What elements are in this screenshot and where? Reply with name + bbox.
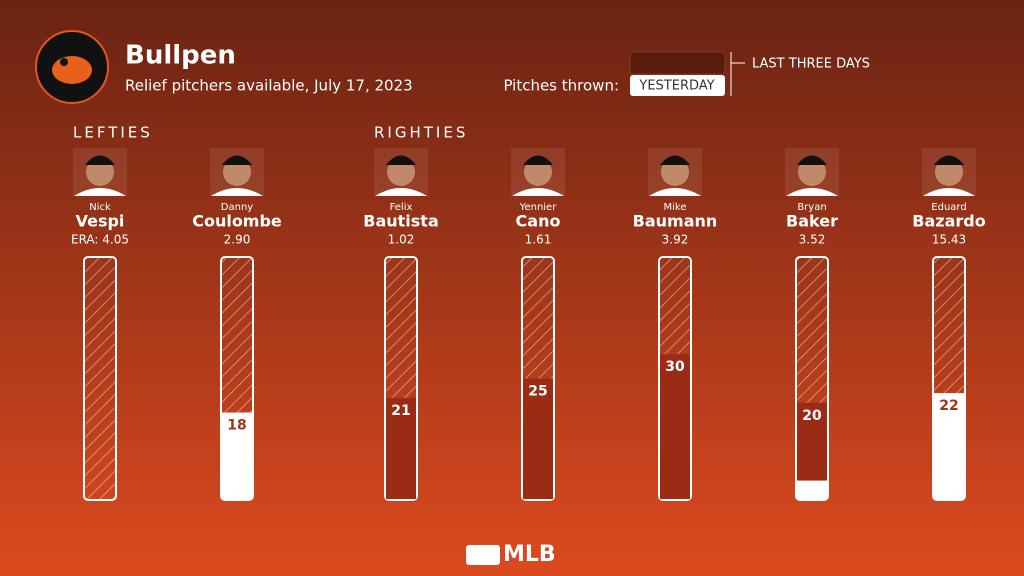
headshot-jersey [375,188,427,196]
headshot [73,148,127,196]
last-name: Cano [516,212,561,231]
first-name: Bryan [797,202,826,213]
last-name: Coulombe [192,212,282,231]
last-name: Baumann [633,212,718,231]
headshot-cap [934,155,964,165]
team-logo [35,30,109,104]
subtitle: Relief pitchers available, July 17, 2023 [125,77,413,95]
first-name: Nick [89,202,111,213]
era: 2.90 [224,233,251,247]
mlb-logo-text: MLB [503,542,556,567]
first-name: Yennier [519,202,558,213]
legend-item: LAST THREE DAYS [752,57,870,72]
first-name: Felix [390,202,413,213]
headshot-jersey [786,188,838,196]
value-label: 21 [391,403,410,419]
headshot-cap [797,155,827,165]
era: 3.92 [662,233,689,247]
headshot [374,148,428,196]
headshot-jersey [923,188,975,196]
era: 1.02 [388,233,415,247]
value-label: 25 [528,384,547,400]
bar-last-three-days [523,378,553,499]
first-name: Eduard [931,202,966,213]
legend-item: YESTERDAY [638,79,714,94]
group-label: LEFTIES [73,124,153,142]
legend-bracket [730,52,745,96]
bar-yesterday [797,480,827,499]
group-label: RIGHTIES [374,124,468,142]
headshot [511,148,565,196]
footer-logo: MLB [466,542,556,567]
last-name: Bautista [363,212,438,231]
headshot-jersey [649,188,701,196]
era: 15.43 [932,233,966,247]
era: 1.61 [525,233,552,247]
headshot-cap [386,155,416,165]
headshot-jersey [512,188,564,196]
value-label: 18 [227,418,246,434]
last-name: Vespi [76,212,125,231]
headshot-jersey [74,188,126,196]
bar-yesterday [934,393,964,499]
headshot [785,148,839,196]
last-name: Bazardo [912,212,985,231]
headshot-jersey [211,188,263,196]
legend-swatch [629,51,726,75]
headshot-cap [222,155,252,165]
headshot-cap [85,155,115,165]
bar-yesterday [222,412,252,499]
legend-swatch [630,75,725,96]
first-name: Mike [664,202,687,213]
headshot [210,148,264,196]
value-label: 20 [802,408,822,424]
value-label: 30 [665,359,685,375]
bar-last-three-days [386,397,416,499]
title: Bullpen [125,41,236,71]
headshot-cap [660,155,690,165]
era: ERA: 4.05 [71,233,129,247]
first-name: Danny [221,202,254,213]
bar-last-three-days [660,354,690,499]
bar-track [83,256,117,501]
era: 3.52 [799,233,826,247]
headshot [648,148,702,196]
headshot-cap [523,155,553,165]
legend-label: Pitches thrown: [503,77,619,95]
last-name: Baker [786,212,838,231]
headshot [922,148,976,196]
value-label: 22 [939,398,958,414]
